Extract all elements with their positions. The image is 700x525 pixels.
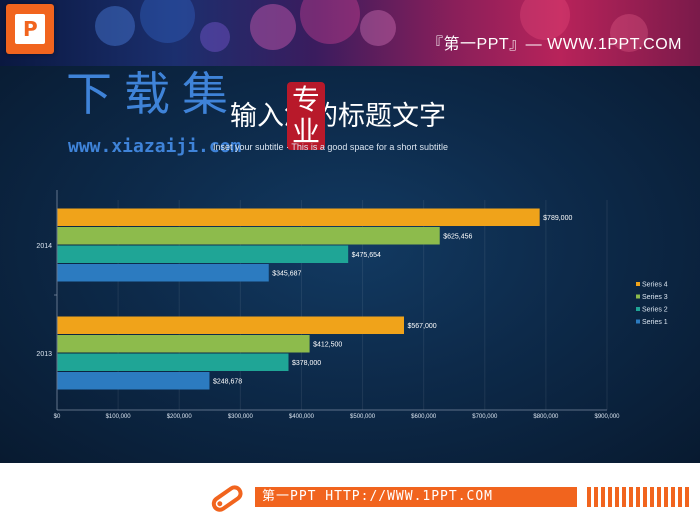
header-site-text[interactable]: 『第一PPT』— WWW.1PPT.COM [427,36,682,53]
pen-icon [211,485,243,512]
x-tick-label: $700,000 [472,414,498,420]
bar-2014-s4 [57,208,540,226]
data-label: $475,654 [352,252,381,259]
legend-swatch [636,319,640,324]
legend-swatch [636,294,640,299]
footer-bar [255,487,577,507]
bar-chart: $0 $100,000 $200,000 $300,000 $400,000 $500,0… [36,190,668,420]
bokeh-light [200,22,230,52]
slide-title: 输入您的标题文字 [230,101,446,132]
bar-2013-s2 [57,353,289,371]
legend-label: Series 3 [642,294,668,301]
logo-inner: P [15,14,45,44]
seal-stamp: 专业 [287,82,325,150]
bar-2014-s3 [57,227,440,245]
site-header: P 『第一PPT』— WWW.1PPT.COM [0,0,700,66]
x-tick-label: $600,000 [411,414,437,420]
x-tick-label: $300,000 [228,414,254,420]
data-label: $789,000 [543,215,572,222]
bar-2013-s3 [57,335,310,353]
x-tick-label: $500,000 [350,414,376,420]
legend-label: Series 4 [642,282,668,289]
x-tick-label: $200,000 [167,414,193,420]
footer-link[interactable]: 第一PPT HTTP://WWW.1PPT.COM [262,489,494,504]
x-tick-label: $100,000 [106,414,132,420]
legend-label: Series 2 [642,307,668,314]
ppt-logo[interactable]: P [6,4,54,54]
bokeh-light [250,4,296,50]
legend-swatch [636,282,640,286]
bar-2013-s1 [57,372,210,390]
x-tick-label: $900,000 [594,414,620,420]
bokeh-light [140,0,195,43]
x-tick-label: $400,000 [289,414,315,420]
watermark-url: www.xiazaiji.com [68,136,242,157]
data-label: $567,000 [408,323,437,330]
data-label: $625,456 [443,233,472,240]
bokeh-light [610,14,648,52]
legend-label: Series 1 [642,319,668,326]
footer-stripes [587,487,692,507]
slide-subtitle: Inset your subtitle · This is a good spa… [213,142,448,152]
seal-text: 专业 [291,83,320,148]
watermark-text: 下载集 [66,67,240,121]
bokeh-light [95,6,135,46]
category-label: 2014 [36,243,52,250]
legend-swatch [636,307,640,311]
category-label: 2013 [36,351,52,358]
data-label: $412,500 [313,341,342,348]
data-label: $248,678 [213,378,242,385]
bokeh-light [360,10,396,46]
x-tick-label: $0 [54,414,61,420]
data-label: $345,687 [272,270,301,277]
bar-2014-s1 [57,264,269,282]
x-tick-label: $800,000 [533,414,559,420]
ppt-icon: P [23,17,38,41]
bar-2014-s2 [57,245,349,263]
bokeh-light [520,0,570,40]
bar-2013-s4 [57,316,404,334]
data-label: $378,000 [292,360,321,367]
